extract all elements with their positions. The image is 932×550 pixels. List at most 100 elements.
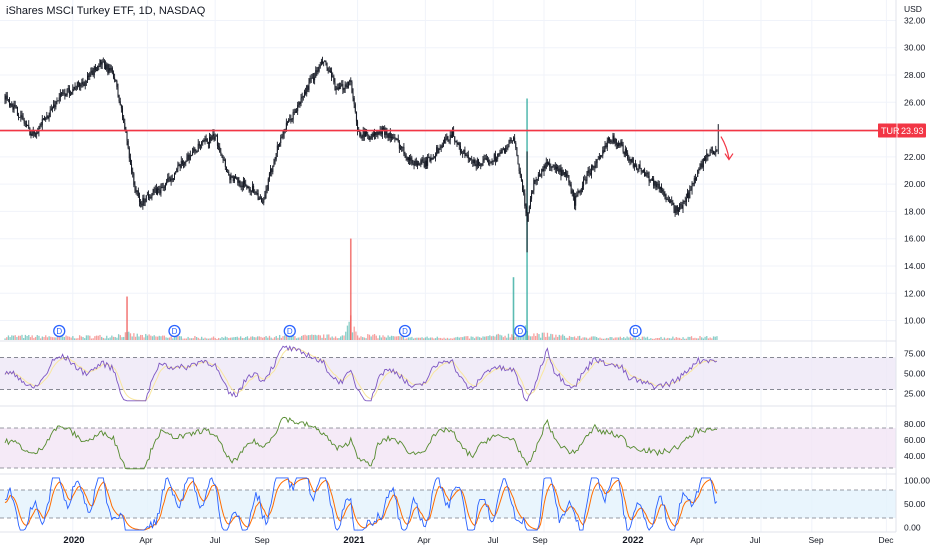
candle-body: [415, 160, 417, 166]
candle-body: [400, 148, 401, 150]
candle-body: [466, 154, 468, 156]
candle-body: [19, 117, 21, 118]
volume-bar: [301, 335, 303, 340]
indicator-tick-label: 80.00: [904, 419, 926, 429]
candle-body: [319, 65, 321, 67]
candle-body: [699, 166, 701, 169]
candle-body: [174, 172, 175, 179]
candle-body: [361, 137, 363, 139]
candle-body: [7, 99, 9, 101]
volume-bar: [611, 337, 613, 340]
candle-body: [411, 157, 413, 164]
candle-body: [312, 77, 314, 81]
candle-body: [499, 152, 501, 154]
volume-bar: [429, 337, 432, 340]
dividend-marker-icon: [283, 324, 296, 338]
candle-body: [480, 163, 482, 166]
candle-body: [571, 190, 573, 194]
volume-bar: [587, 338, 589, 340]
time-axis[interactable]: 2020 Apr Jul Sep 2021 Apr Jul Sep 2022 Apr Jul Sep D…: [0, 531, 896, 546]
volume-bar: [592, 336, 594, 340]
volume-bar: [445, 338, 447, 340]
candle-body: [641, 171, 643, 173]
volume-bar: [662, 338, 664, 340]
volume-bar: [595, 336, 598, 340]
candle-body: [325, 60, 327, 63]
candle-body: [631, 158, 633, 163]
candle-body: [467, 154, 469, 159]
candle-body: [126, 132, 128, 141]
candle-body: [261, 198, 263, 202]
volume-bar: [43, 337, 45, 340]
candle-body: [110, 67, 112, 71]
candle-body: [242, 180, 244, 188]
candle-body: [176, 168, 178, 173]
candle-body: [180, 160, 182, 168]
volume-bar: [590, 336, 593, 340]
volume-bar: [533, 333, 535, 340]
candle-body: [36, 133, 38, 135]
price-axis[interactable]: USD10.0012.0014.0016.0018.0020.0022.0024…: [878, 0, 932, 550]
candle-body: [484, 158, 486, 160]
volume-bar: [397, 336, 399, 340]
volume-bar: [294, 336, 296, 340]
candle-body: [107, 64, 109, 73]
dividend-marker-icon: [53, 324, 66, 338]
indicator-tick-label: 50.00: [904, 369, 926, 379]
volume-bar: [485, 336, 488, 340]
volume-bar: [658, 337, 660, 340]
volume-bar: [90, 338, 93, 340]
candle-body: [293, 111, 295, 113]
candle-body: [683, 201, 685, 202]
candle-body: [256, 193, 258, 194]
candle-body: [337, 87, 339, 90]
candle-body: [198, 143, 200, 146]
volume-bar: [326, 334, 328, 340]
candle-body: [506, 147, 508, 149]
candle-body: [629, 159, 631, 161]
candle-body: [518, 164, 520, 172]
candle-body: [58, 97, 60, 101]
candle-body: [351, 81, 353, 93]
candle-body: [346, 86, 348, 87]
volume-bar: [612, 338, 615, 340]
volume-bar: [680, 338, 683, 340]
candle-body: [236, 177, 238, 179]
volume-bar: [84, 338, 86, 340]
volume-bar: [151, 336, 154, 340]
volume-bar: [223, 337, 225, 340]
candle-body: [638, 164, 640, 170]
candle-body: [579, 191, 581, 193]
candle-body: [598, 156, 600, 159]
volume-bar: [211, 337, 213, 340]
candle-body: [154, 188, 156, 190]
candle-body: [255, 192, 257, 194]
price-tick-label: 20.00: [904, 179, 926, 189]
candle-body: [665, 194, 667, 200]
volume-bar: [275, 335, 277, 340]
candle-body: [300, 98, 302, 104]
volume-bar: [128, 331, 130, 340]
candle-body: [16, 106, 18, 116]
candle-body: [68, 88, 70, 94]
volume-bar: [556, 336, 559, 340]
candle-body: [39, 124, 41, 127]
candle-body: [190, 154, 192, 156]
candle-body: [71, 91, 73, 95]
candle-body: [668, 200, 670, 202]
candle-body: [55, 101, 57, 108]
volume-bar: [138, 336, 140, 340]
volume-bar: [624, 338, 627, 340]
candle-body: [280, 137, 282, 144]
volume-bar: [672, 336, 674, 340]
candle-body: [235, 176, 237, 179]
volume-bar: [358, 337, 360, 340]
candle-body: [64, 92, 66, 97]
volume-bar: [475, 336, 477, 340]
candle-body: [383, 128, 385, 130]
candle-body: [170, 178, 172, 182]
price-tick-label: 18.00: [904, 206, 926, 216]
volume-bar: [346, 325, 349, 340]
volume-bar: [304, 334, 306, 340]
